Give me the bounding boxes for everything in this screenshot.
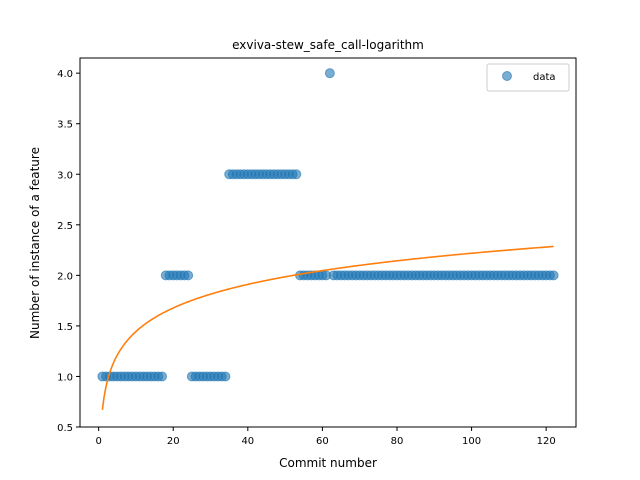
plot-area [97,68,559,410]
legend-marker [502,71,512,81]
chart-title: exviva-stew_safe_call-logarithm [232,38,424,52]
y-tick-label: 4.0 [57,69,73,80]
legend: data [486,63,570,92]
data-point [157,371,168,382]
x-axis-label: Commit number [279,456,377,470]
x-tick-label: 100 [462,436,481,447]
legend-box [486,63,570,92]
y-tick-label: 2.0 [57,271,73,282]
y-tick-label: 3.0 [57,170,73,181]
legend-label: data [533,72,556,83]
y-axis-label: Number of instance of a feature [28,147,42,339]
fit-line [101,245,554,410]
data-point [291,169,302,180]
x-tick-label: 0 [95,436,101,447]
x-tick-label: 60 [316,436,329,447]
data-point [183,270,194,281]
y-axis: 0.5 1.0 1.5 2.0 2.5 3.0 3.5 4.0 [57,69,80,434]
x-tick-label: 40 [241,436,254,447]
data-point [220,371,231,382]
y-tick-label: 3.5 [57,120,73,131]
x-tick-label: 80 [391,436,404,447]
y-tick-label: 1.5 [57,322,73,333]
data-point [548,270,559,281]
plot-frame [79,57,577,428]
y-tick-label: 0.5 [57,423,73,434]
y-tick-label: 2.5 [57,221,73,232]
x-tick-label: 20 [167,436,180,447]
x-tick-label: 120 [537,436,556,447]
x-axis: 0 20 40 60 80 100 120 [95,427,556,447]
data-point [324,68,335,79]
y-tick-label: 1.0 [57,372,73,383]
